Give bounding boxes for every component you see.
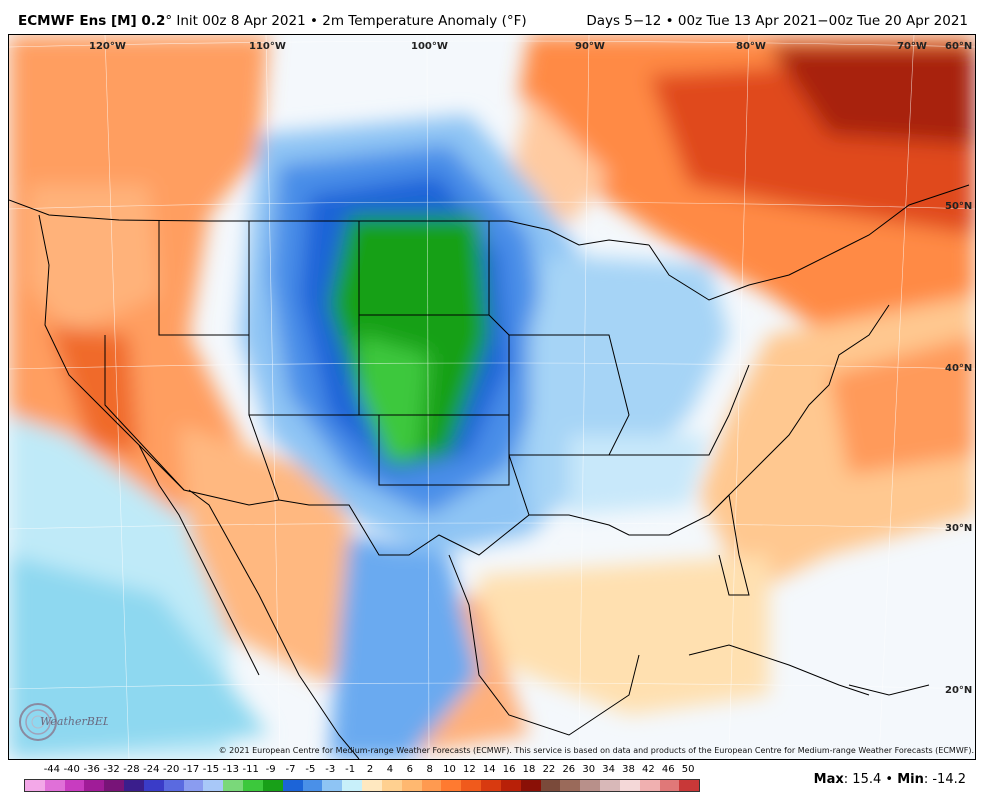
- lat-label-50n: 50°N: [945, 201, 972, 212]
- colorbar-tick-label: -5: [305, 764, 316, 775]
- colorbar-swatch: [520, 780, 541, 791]
- lon-label-100w: 100°W: [411, 41, 448, 52]
- lon-label-90w: 90°W: [575, 41, 605, 52]
- colorbar-tick-label: 10: [443, 764, 456, 775]
- colorbar-tick-label: -15: [202, 764, 220, 775]
- colorbar-swatch: [262, 780, 283, 791]
- colorbar: -44 -40 -36 -32 -28 -24 -20 -17 -15 -13 -11 -9 -7 -5-…: [24, 764, 700, 794]
- colorbar-swatch: [203, 780, 224, 791]
- colorbar-tick-label: 22: [542, 764, 556, 775]
- lat-label-40n: 40°N: [945, 363, 972, 374]
- colorbar-tick-label: -44: [43, 764, 61, 775]
- colorbar-swatch: [163, 780, 184, 791]
- colorbar-swatch: [282, 780, 303, 791]
- colorbar-tick-label: 26: [562, 764, 576, 775]
- max-min-stats: Max: 15.4 • Min: -14.2: [813, 772, 966, 787]
- colorbar-tick-label: -11: [242, 764, 259, 775]
- colorbar-tick-label: -7: [285, 764, 296, 775]
- colorbar-swatch: [461, 780, 482, 791]
- colorbar-tick-label: 38: [622, 764, 635, 775]
- colorbar-swatch: [619, 780, 640, 791]
- graticule: [9, 35, 975, 759]
- model-name: ECMWF Ens [M] 0.2: [18, 13, 166, 29]
- colorbar-tick-label: -28: [123, 764, 140, 775]
- colorbar-swatch: [481, 780, 501, 791]
- colorbar-tick-label: 12: [463, 764, 476, 775]
- colorbar-swatch: [104, 780, 125, 791]
- colorbar-swatch: [381, 780, 402, 791]
- colorbar-tick-label: 46: [661, 764, 675, 775]
- colorbar-swatch: [500, 780, 521, 791]
- colorbar-swatch: [560, 780, 581, 791]
- max-value: : 15.4: [843, 772, 882, 787]
- colorbar-tick-label: 50: [681, 764, 695, 775]
- weatherbell-logo: WeatherBELL: [18, 700, 117, 744]
- svg-text:WeatherBELL: WeatherBELL: [40, 715, 108, 728]
- chart-title: ECMWF Ens [M] 0.2° Init 00z 8 Apr 2021 •…: [18, 13, 527, 29]
- colorbar-swatch: [342, 780, 363, 791]
- colorbar-tick-label: -32: [103, 764, 120, 775]
- lat-label-20n: 20°N: [945, 685, 972, 696]
- colorbar-tick-label: -1: [345, 764, 356, 775]
- colorbar-swatch: [322, 780, 343, 791]
- colorbar-tick-label: -40: [63, 764, 80, 775]
- lon-label-110w: 110°W: [249, 41, 286, 52]
- colorbar-tick-label: -3: [325, 764, 336, 775]
- colorbar-swatch: [84, 780, 105, 791]
- colorbar-swatch: [540, 780, 561, 791]
- lon-label-120w: 120°W: [89, 41, 126, 52]
- latitude-labels: 60°N 50°N 40°N 30°N 20°N: [945, 41, 972, 696]
- colorbar-tick-label: 16: [502, 764, 516, 775]
- colorbar-tick-label: -24: [143, 764, 160, 775]
- lon-label-80w: 80°W: [736, 41, 766, 52]
- colorbar-swatch: [362, 780, 382, 791]
- temperature-anomaly-map: 120°W 110°W 100°W 90°W 80°W 70°W 60°N 50…: [8, 34, 976, 760]
- colorbar-swatch: [25, 780, 45, 791]
- colorbar-swatch: [600, 780, 620, 791]
- colorbar-tick-label: -36: [83, 764, 100, 775]
- colorbar-tick-label: 8: [426, 764, 433, 775]
- colorbar-tick-label: -13: [222, 764, 239, 775]
- colorbar-swatch: [679, 780, 700, 791]
- colorbar-swatch: [124, 780, 144, 791]
- lat-label-30n: 30°N: [945, 523, 972, 534]
- colorbar-swatch: [64, 780, 85, 791]
- init-text: Init 00z 8 Apr 2021 • 2m Temperature Ano…: [172, 13, 527, 29]
- colorbar-tick-label: -17: [182, 764, 200, 775]
- colorbar-swatches: [24, 779, 700, 792]
- colorbar-swatch: [639, 780, 660, 791]
- colorbar-tick-label: 4: [386, 764, 394, 775]
- colorbar-tick-label: 34: [602, 764, 615, 775]
- colorbar-tick-label: 18: [522, 764, 536, 775]
- map-svg: 120°W 110°W 100°W 90°W 80°W 70°W 60°N 50…: [9, 35, 975, 759]
- colorbar-tick-label: 14: [482, 764, 496, 775]
- colorbar-swatch: [580, 780, 601, 791]
- colorbar-swatch: [44, 780, 65, 791]
- colorbar-swatch: [302, 780, 323, 791]
- colorbar-tick-label: -20: [163, 764, 180, 775]
- lon-label-70w: 70°W: [897, 41, 927, 52]
- colorbar-swatch: [441, 780, 462, 791]
- colorbar-tick-label: 6: [406, 764, 413, 775]
- colorbar-tick-label: -9: [265, 764, 276, 775]
- political-boundaries: [9, 184, 970, 759]
- colorbar-swatch: [421, 780, 442, 791]
- colorbar-swatch: [183, 780, 204, 791]
- colorbar-tick-label: 42: [641, 764, 655, 775]
- valid-period: Days 5−12 • 00z Tue 13 Apr 2021−00z Tue …: [586, 13, 968, 29]
- colorbar-swatch: [223, 780, 244, 791]
- colorbar-tick-labels: -44 -40 -36 -32 -28 -24 -20 -17 -15 -13 -11 -9 -7 -5-…: [24, 764, 700, 778]
- min-value: : -14.2: [923, 772, 966, 787]
- colorbar-tick-label: 2: [366, 764, 374, 775]
- anomaly-field: [9, 35, 975, 759]
- header: ECMWF Ens [M] 0.2° Init 00z 8 Apr 2021 •…: [0, 0, 984, 34]
- colorbar-swatch: [401, 780, 422, 791]
- colorbar-swatch: [243, 780, 263, 791]
- lat-label-60n: 60°N: [945, 41, 972, 52]
- colorbar-tick-label: 30: [582, 764, 596, 775]
- longitude-labels: 120°W 110°W 100°W 90°W 80°W 70°W: [89, 41, 927, 52]
- colorbar-swatch: [659, 780, 680, 791]
- copyright-notice: © 2021 European Centre for Medium-range …: [218, 746, 974, 755]
- colorbar-swatch: [143, 780, 164, 791]
